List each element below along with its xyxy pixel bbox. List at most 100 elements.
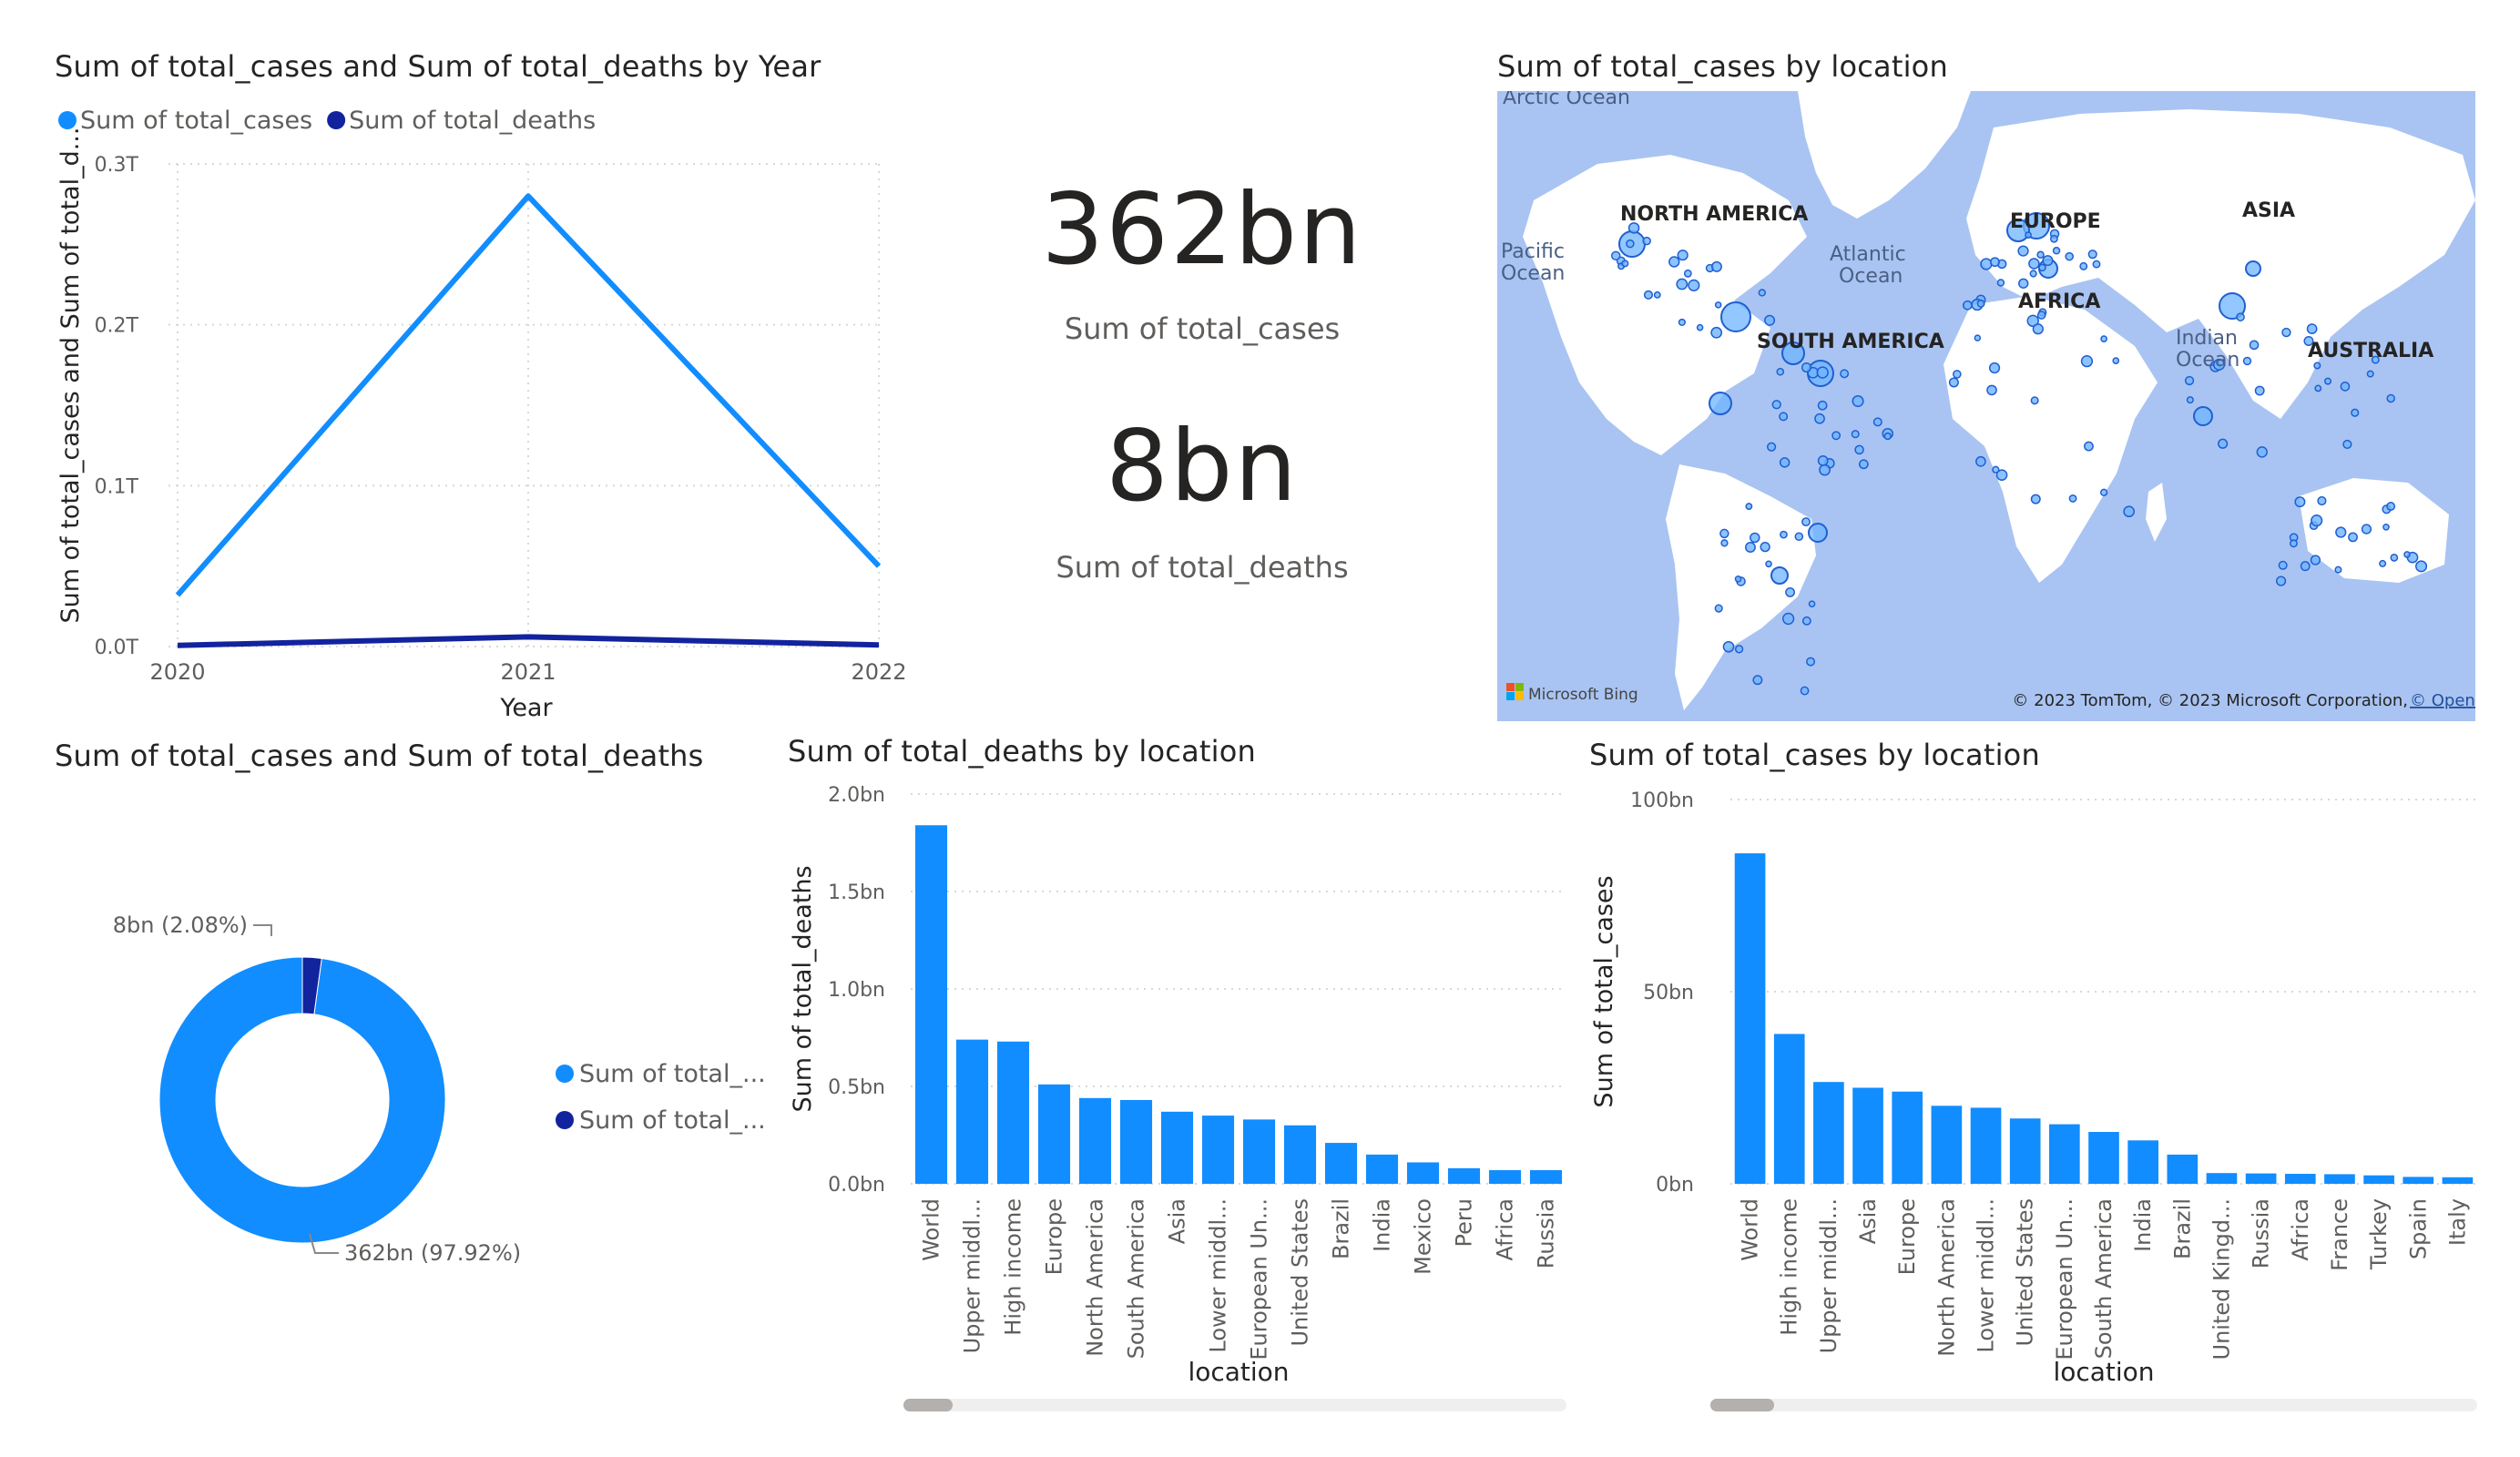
donut-legend-cases[interactable]: Sum of total_... xyxy=(579,1060,765,1088)
map-bubble[interactable] xyxy=(2313,362,2321,370)
cases-bar-lower-middl[interactable] xyxy=(1970,1107,2002,1184)
map-bubble[interactable] xyxy=(1816,366,1829,379)
map-bubble[interactable] xyxy=(1808,523,1828,543)
map-bubble[interactable] xyxy=(1851,430,1860,439)
line-series-sum-of-total-deaths[interactable] xyxy=(177,634,880,648)
map-bubble[interactable] xyxy=(1801,616,1811,626)
map-bubble[interactable] xyxy=(2386,393,2395,403)
cases-bar-scroll-thumb[interactable] xyxy=(1710,1399,1774,1411)
map-bubble[interactable] xyxy=(1776,367,1785,376)
map-bubble[interactable] xyxy=(1995,469,2008,481)
map-bubble[interactable] xyxy=(2049,234,2058,243)
map-bubble[interactable] xyxy=(2080,355,2094,368)
deaths-bar-visual[interactable]: Sum of total_deaths by location 0.0bn 0.5… xyxy=(783,728,1585,1421)
map-bubble[interactable] xyxy=(2281,327,2291,338)
map-bubble[interactable] xyxy=(2038,263,2046,272)
map-bubble[interactable] xyxy=(2219,292,2246,320)
map-bubble[interactable] xyxy=(2371,355,2380,364)
map-bubble[interactable] xyxy=(1750,532,1760,544)
map-bubble[interactable] xyxy=(2092,260,2101,269)
map-bubble[interactable] xyxy=(2123,505,2136,518)
map-bubble[interactable] xyxy=(2087,250,2097,260)
map-bubble[interactable] xyxy=(2193,406,2213,426)
map-bubble[interactable] xyxy=(2218,438,2229,449)
deaths-bar-brazil[interactable] xyxy=(1324,1143,1358,1184)
map-bubble[interactable] xyxy=(2403,551,2411,558)
map-bubble[interactable] xyxy=(1781,341,1805,365)
map-bubble[interactable] xyxy=(2390,554,2399,562)
line-chart-visual[interactable]: Sum of total_cases and Sum of total_deat… xyxy=(0,0,911,728)
map-bubble[interactable] xyxy=(1752,675,1763,686)
cases-bar-asia[interactable] xyxy=(1852,1087,1883,1185)
map-bubble[interactable] xyxy=(2290,539,2298,548)
map-bubble[interactable] xyxy=(1642,236,1651,246)
map-bubble[interactable] xyxy=(2213,358,2226,371)
map-bubble[interactable] xyxy=(1990,257,2000,268)
cases-bar-europe[interactable] xyxy=(1892,1091,1923,1184)
map-bubble[interactable] xyxy=(2084,441,2094,452)
map-bubble[interactable] xyxy=(1710,260,1722,272)
map-bubble[interactable] xyxy=(1817,454,1829,466)
cases-bar-russia[interactable] xyxy=(2245,1173,2277,1184)
map-bubble[interactable] xyxy=(1854,444,1864,455)
map-bubble[interactable] xyxy=(2306,323,2318,334)
cases-bar-world[interactable] xyxy=(1734,853,1766,1184)
map-bubble[interactable] xyxy=(2099,488,2108,496)
map-bubble[interactable] xyxy=(1976,299,1985,308)
map-bubble[interactable] xyxy=(2112,357,2120,364)
map-bubble[interactable] xyxy=(2186,396,2194,404)
map-bubble[interactable] xyxy=(2278,560,2288,570)
deaths-bar-european-un[interactable] xyxy=(1242,1119,1276,1184)
deaths-bar-africa[interactable] xyxy=(1488,1170,1522,1184)
map-bubble[interactable] xyxy=(2335,526,2347,538)
map-bubble[interactable] xyxy=(1962,300,1973,311)
map-visual[interactable]: Sum of total_cases by location NORTH AME… xyxy=(1494,36,2477,721)
map-bubble[interactable] xyxy=(1722,640,1735,653)
map-bubble[interactable] xyxy=(1883,432,1892,441)
line-chart[interactable]: Sum of total_cases Sum of total_deaths 0.… xyxy=(0,0,911,728)
map-bubble[interactable] xyxy=(1801,517,1811,527)
map-bubble[interactable] xyxy=(2029,270,2037,278)
map-bubble[interactable] xyxy=(2052,247,2061,255)
map-bubble[interactable] xyxy=(2294,496,2306,508)
deaths-bar-scroll-thumb[interactable] xyxy=(903,1399,953,1411)
map-bubble[interactable] xyxy=(1764,314,1776,326)
map-bubble[interactable] xyxy=(1831,431,1842,441)
map-bubble[interactable] xyxy=(1643,290,1654,300)
map-bubble[interactable] xyxy=(1696,323,1704,331)
deaths-bar-chart[interactable]: 0.0bn 0.5bn 1.0bn 1.5bn 2.0bn World Upper midd… xyxy=(783,728,1585,1421)
map-bubble[interactable] xyxy=(2018,278,2029,289)
map-bubble[interactable] xyxy=(2311,515,2323,527)
line-legend-item-1[interactable]: Sum of total_cases xyxy=(80,107,312,135)
cases-bar-scrollbar[interactable] xyxy=(1710,1399,2477,1411)
map-bubble[interactable] xyxy=(2386,502,2396,511)
map-bubble[interactable] xyxy=(2242,356,2252,366)
map-bubble[interactable] xyxy=(1819,464,1831,476)
map-bubble[interactable] xyxy=(1626,239,1635,249)
map-bubble[interactable] xyxy=(1814,413,1825,424)
map-bubble[interactable] xyxy=(1808,600,1816,608)
total-deaths-card[interactable]: 8bn Sum of total_deaths xyxy=(1002,410,1403,601)
map-bubble[interactable] xyxy=(2030,396,2039,405)
map-bubble[interactable] xyxy=(2317,495,2327,506)
map-bubble[interactable] xyxy=(1766,442,1777,452)
map-bubble[interactable] xyxy=(1980,258,1993,270)
map-bubble[interactable] xyxy=(2275,576,2287,586)
map-bubble[interactable] xyxy=(2351,408,2360,417)
cases-bar-visual[interactable]: Sum of total_cases by location 0bn 50bn 10… xyxy=(1585,728,2495,1421)
map-bubble[interactable] xyxy=(1952,370,1962,379)
map-bubble[interactable] xyxy=(1710,326,1723,339)
map-bubble[interactable] xyxy=(2382,523,2390,531)
map-bubble[interactable] xyxy=(2415,560,2428,573)
map-bubble[interactable] xyxy=(1734,645,1744,654)
map-bubble[interactable] xyxy=(1794,532,1804,542)
deaths-bar-north-america[interactable] xyxy=(1078,1097,1112,1184)
osm-link[interactable]: © OpenStreetMap xyxy=(2410,691,2475,710)
cases-bar-france[interactable] xyxy=(2324,1174,2355,1184)
deaths-bar-world[interactable] xyxy=(914,825,948,1184)
total-cases-card[interactable]: 362bn Sum of total_cases xyxy=(1002,173,1403,364)
map-bubble[interactable] xyxy=(1785,586,1795,597)
cases-bar-high-income[interactable] xyxy=(1773,1034,1805,1184)
deaths-bar-asia[interactable] xyxy=(1160,1111,1194,1184)
deaths-bar-united-states[interactable] xyxy=(1283,1125,1317,1184)
